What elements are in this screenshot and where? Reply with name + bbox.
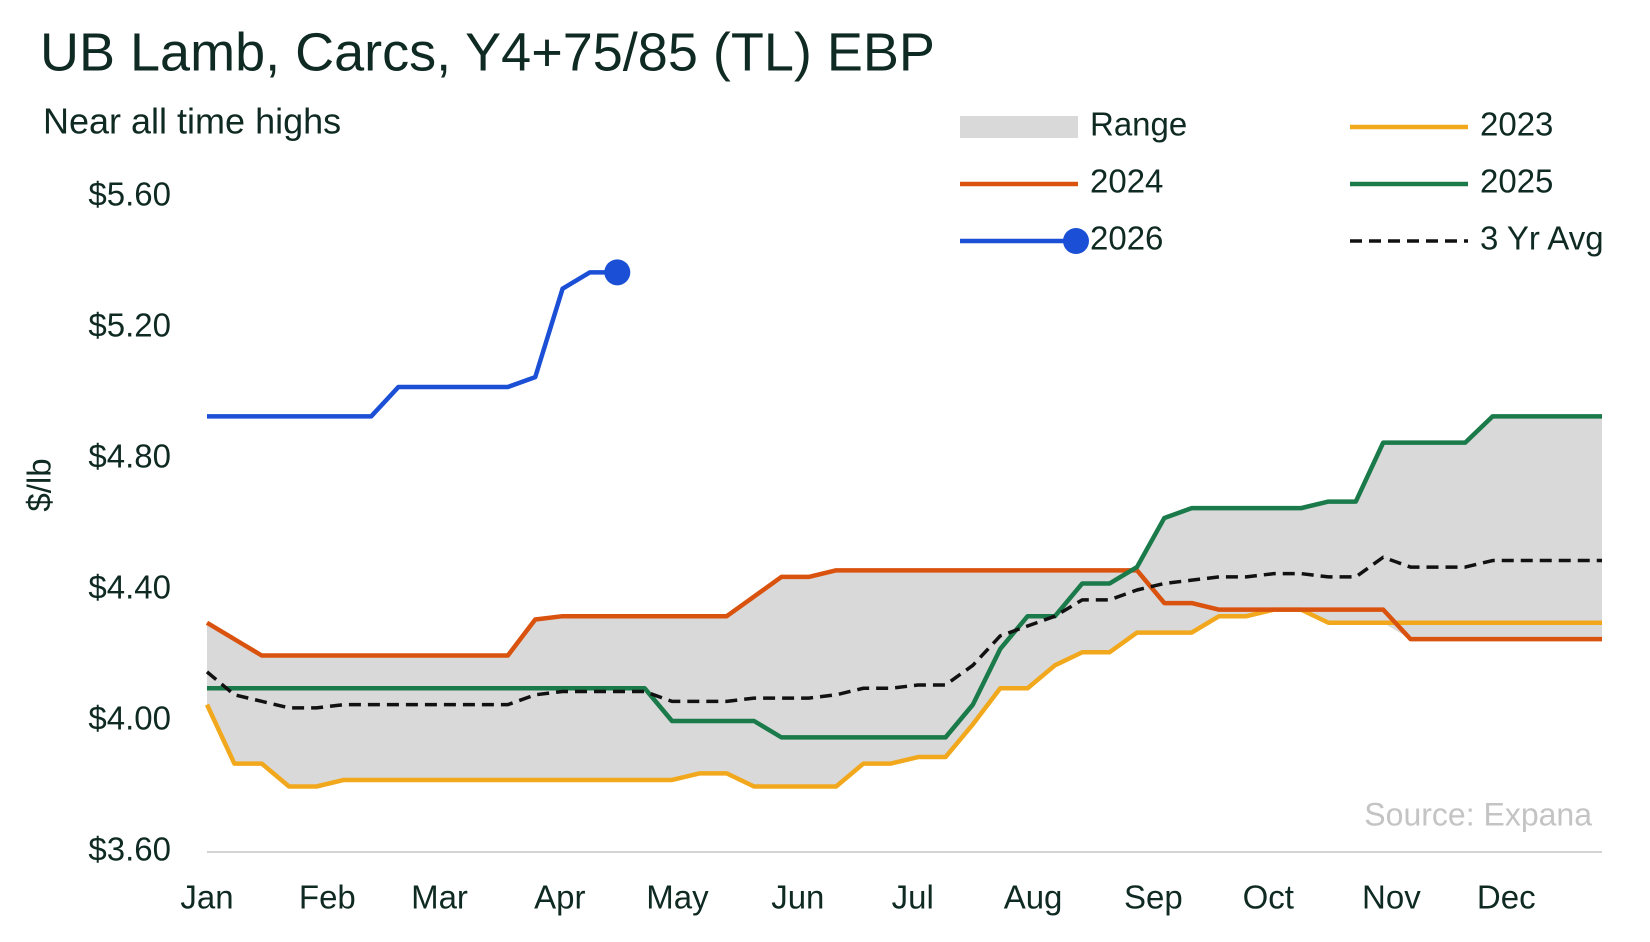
series-line [204, 607, 1602, 789]
end-marker [604, 259, 631, 286]
x-tick-label: Oct [1243, 879, 1294, 916]
legend-label: 2024 [1090, 163, 1163, 200]
legend-label: 2026 [1090, 220, 1163, 257]
legend-label: Range [1090, 106, 1187, 143]
y-tick-label: $4.80 [88, 438, 171, 475]
x-tick-label: Jul [892, 879, 934, 916]
range-band [207, 416, 1602, 787]
y-tick-label: $4.40 [88, 569, 171, 606]
x-tick-label: Feb [299, 879, 356, 916]
y-tick-label: $3.60 [88, 831, 171, 868]
legend-swatch [960, 116, 1078, 138]
y-tick-label: $5.20 [88, 307, 171, 344]
x-tick-label: Sep [1124, 879, 1183, 916]
series-line [205, 555, 1602, 710]
legend-label: 3 Yr Avg [1480, 220, 1604, 257]
y-tick-label: $4.00 [88, 700, 171, 737]
x-tick-label: Apr [534, 879, 585, 916]
chart-title: UB Lamb, Carcs, Y4+75/85 (TL) EBP [40, 22, 935, 82]
source-note: Source: Expana [1364, 796, 1592, 832]
y-axis-label: $/lb [21, 458, 58, 511]
x-tick-label: May [646, 879, 709, 916]
series-line [205, 568, 1602, 658]
x-tick-label: Jan [180, 879, 233, 916]
legend-marker [1063, 228, 1089, 254]
x-tick-label: Dec [1477, 879, 1536, 916]
x-tick-label: Nov [1362, 879, 1421, 916]
series-line [207, 270, 618, 419]
y-tick-label: $5.60 [88, 176, 171, 213]
x-tick-label: Aug [1004, 879, 1063, 916]
legend-label: 2025 [1480, 163, 1553, 200]
chart-subtitle: Near all time highs [43, 101, 341, 142]
legend-label: 2023 [1480, 106, 1553, 143]
series-line [207, 414, 1602, 740]
x-tick-label: Jun [771, 879, 824, 916]
x-tick-label: Mar [411, 879, 468, 916]
